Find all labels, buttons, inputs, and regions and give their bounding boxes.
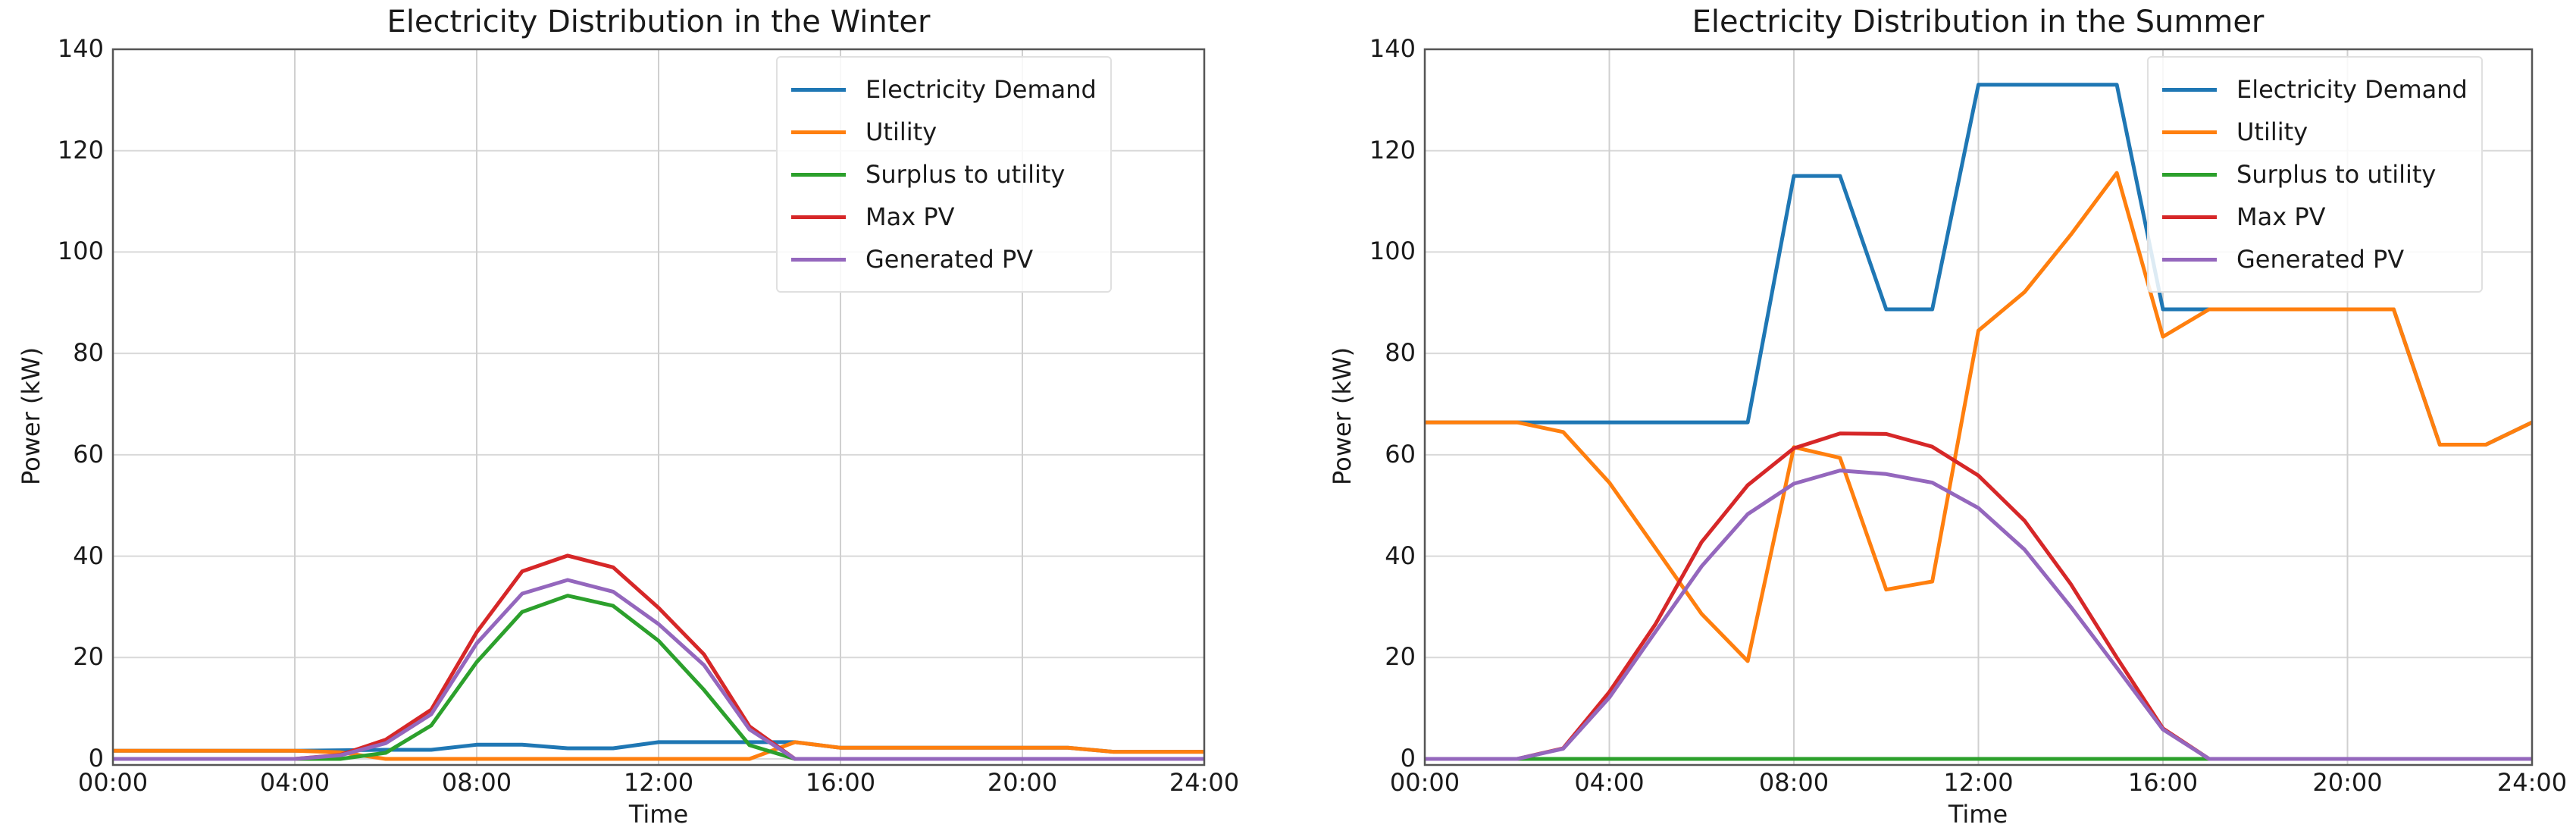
x-tick-label: 08:00 <box>441 768 512 797</box>
legend-swatch <box>2162 87 2217 92</box>
y-tick-label: 60 <box>1385 439 1416 469</box>
legend-item-electricity-demand: Electricity Demand <box>2162 68 2468 111</box>
x-tick-label: 00:00 <box>1389 768 1460 797</box>
y-tick-label: 100 <box>57 237 104 266</box>
chart-title: Electricity Distribution in the Summer <box>1692 5 2265 39</box>
legend-item-max-pv: Max PV <box>2162 196 2468 238</box>
legend-item-surplus: Surplus to utility <box>2162 153 2468 196</box>
series-line <box>1425 469 2532 761</box>
legend-item-utility: Utility <box>791 111 1097 153</box>
y-tick-label: 100 <box>1369 237 1416 266</box>
y-tick-label: 140 <box>1369 34 1416 63</box>
plot-area <box>111 48 1206 766</box>
legend-item-utility: Utility <box>2162 111 2468 153</box>
legend-swatch <box>791 130 846 134</box>
series-line <box>113 578 1204 761</box>
chart-title: Electricity Distribution in the Winter <box>387 5 931 39</box>
legend: Electricity Demand Utility Surplus to ut… <box>2147 56 2483 293</box>
series-line <box>113 740 1204 761</box>
y-tick-label: 20 <box>1385 642 1416 672</box>
legend-label: Surplus to utility <box>865 160 1066 189</box>
legend-label: Surplus to utility <box>2236 160 2437 189</box>
legend-swatch <box>2162 130 2217 134</box>
legend-item-surplus: Surplus to utility <box>791 153 1097 196</box>
x-axis-label: Time <box>628 800 689 829</box>
y-tick-label: 40 <box>1385 541 1416 570</box>
y-tick-label: 140 <box>57 34 104 63</box>
legend-swatch <box>2162 257 2217 262</box>
y-tick-label: 40 <box>73 541 104 570</box>
legend-label: Utility <box>2236 118 2308 146</box>
x-tick-label: 20:00 <box>987 768 1058 797</box>
x-tick-label: 04:00 <box>259 768 330 797</box>
legend-label: Generated PV <box>865 245 1034 274</box>
axes-frame <box>1423 48 2534 766</box>
series-line <box>1425 171 2534 663</box>
x-tick-label: 00:00 <box>77 768 149 797</box>
legend-label: Max PV <box>865 202 955 231</box>
x-tick-label: 16:00 <box>2127 768 2199 797</box>
x-tick-label: 12:00 <box>1943 768 2014 797</box>
y-tick-label: 120 <box>1369 135 1416 165</box>
x-tick-label: 08:00 <box>1758 768 1829 797</box>
legend-swatch <box>2162 215 2217 219</box>
x-tick-label: 24:00 <box>2496 768 2568 797</box>
x-axis-label: Time <box>1948 800 2008 829</box>
y-tick-label: 0 <box>1400 744 1416 773</box>
legend-swatch <box>791 215 846 219</box>
y-tick-label: 0 <box>88 744 104 773</box>
legend-swatch <box>2162 172 2217 177</box>
axes-frame <box>111 48 1206 766</box>
legend-swatch <box>791 257 846 262</box>
legend-label: Electricity Demand <box>865 75 1097 104</box>
y-tick-label: 60 <box>73 439 104 469</box>
x-tick-label: 24:00 <box>1169 768 1240 797</box>
x-tick-label: 12:00 <box>623 768 694 797</box>
legend-item-max-pv: Max PV <box>791 196 1097 238</box>
legend-swatch <box>791 87 846 92</box>
legend-item-electricity-demand: Electricity Demand <box>791 68 1097 111</box>
y-tick-label: 20 <box>73 642 104 672</box>
winter-chart: Electricity Distribution in the Winter P… <box>17 5 1240 829</box>
legend-item-generated-pv: Generated PV <box>791 238 1097 281</box>
y-tick-label: 80 <box>73 338 104 368</box>
legend-swatch <box>791 172 846 177</box>
y-tick-label: 80 <box>1385 338 1416 368</box>
legend-label: Generated PV <box>2236 245 2405 274</box>
x-tick-label: 20:00 <box>2312 768 2383 797</box>
legend: Electricity Demand Utility Surplus to ut… <box>776 56 1112 293</box>
legend-label: Electricity Demand <box>2236 75 2468 104</box>
y-tick-label: 120 <box>57 135 104 165</box>
legend-label: Max PV <box>2236 202 2326 231</box>
legend-label: Utility <box>865 118 937 146</box>
legend-item-generated-pv: Generated PV <box>2162 238 2468 281</box>
x-tick-label: 16:00 <box>805 768 876 797</box>
x-tick-label: 04:00 <box>1574 768 1645 797</box>
